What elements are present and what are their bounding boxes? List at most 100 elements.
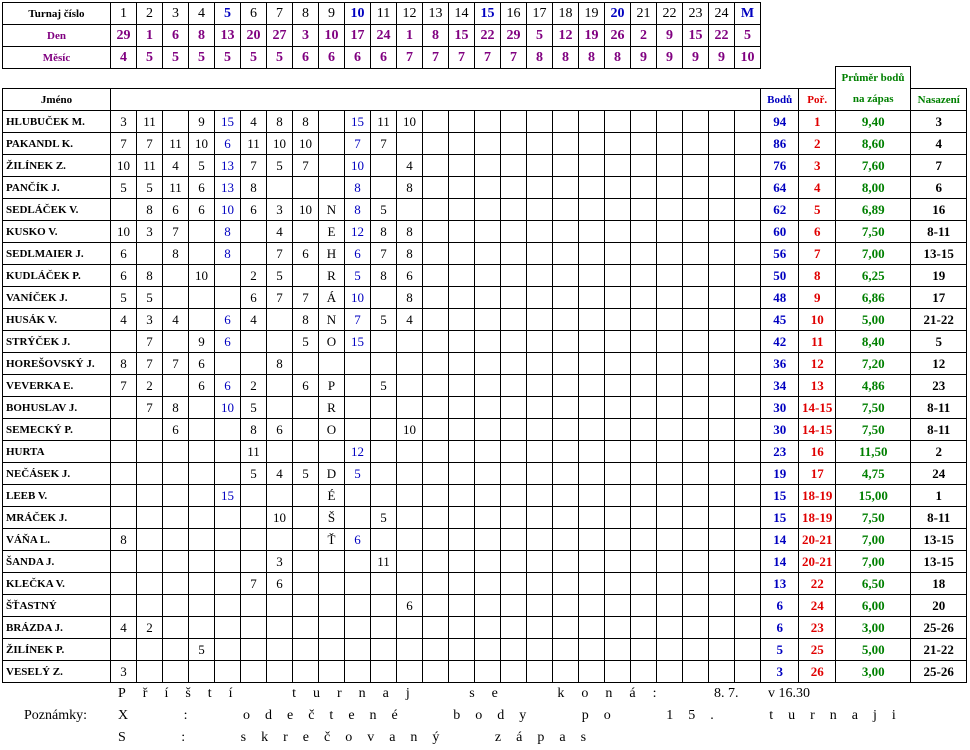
- score-cell: [500, 462, 527, 485]
- score-cell: [110, 440, 137, 463]
- player-name: VANÍČEK J.: [2, 286, 111, 309]
- score-cell: [266, 484, 293, 507]
- seed: 16: [910, 198, 968, 221]
- score-cell: [630, 418, 657, 441]
- seed: 24: [910, 462, 968, 485]
- average: 7,50: [835, 418, 912, 441]
- score-cell: [708, 616, 735, 639]
- score-cell: 8: [344, 198, 371, 221]
- score-cell: [474, 110, 501, 133]
- score-cell: [162, 330, 189, 353]
- player-name: PAKANDL K.: [2, 132, 111, 155]
- score-cell: [526, 506, 553, 529]
- rank: 20-21: [798, 550, 837, 573]
- score-cell: [630, 594, 657, 617]
- score-cell: 5: [370, 198, 397, 221]
- score-cell: [500, 374, 527, 397]
- score-cell: P: [318, 374, 345, 397]
- next-label: Příští turnaj se koná:: [118, 686, 674, 701]
- points: 50: [760, 264, 800, 287]
- score-cell: [240, 550, 267, 573]
- score-cell: [370, 528, 397, 551]
- score-cell: [526, 132, 553, 155]
- seed: 3: [910, 110, 968, 133]
- header-cell: M: [734, 2, 761, 25]
- score-cell: 8: [162, 242, 189, 265]
- score-cell: [162, 440, 189, 463]
- average: 9,40: [835, 110, 912, 133]
- score-cell: [578, 198, 605, 221]
- score-cell: 8: [370, 220, 397, 243]
- note: X : odečtené body po 15. turnaji: [118, 708, 911, 723]
- header-cell: 8: [292, 2, 319, 25]
- header-cell: 21: [630, 2, 657, 25]
- header-cell: 19: [578, 2, 605, 25]
- score-cell: [604, 176, 631, 199]
- score-cell: [656, 550, 683, 573]
- score-cell: 6: [214, 374, 241, 397]
- score-cell: [162, 484, 189, 507]
- rank: 8: [798, 264, 837, 287]
- score-cell: H: [318, 242, 345, 265]
- score-cell: [214, 660, 241, 683]
- score-cell: [292, 176, 319, 199]
- score-cell: [682, 198, 709, 221]
- score-cell: [214, 572, 241, 595]
- score-cell: [370, 440, 397, 463]
- score-cell: Á: [318, 286, 345, 309]
- score-cell: [188, 550, 215, 573]
- score-cell: [552, 484, 579, 507]
- score-cell: [240, 506, 267, 529]
- score-cell: [733, 374, 762, 397]
- score-cell: 5: [292, 330, 319, 353]
- score-cell: [500, 132, 527, 155]
- score-cell: [656, 616, 683, 639]
- score-cell: [396, 638, 423, 661]
- score-cell: [733, 418, 762, 441]
- score-cell: [136, 528, 163, 551]
- score-cell: [422, 242, 449, 265]
- points: 14: [760, 550, 800, 573]
- score-cell: [578, 462, 605, 485]
- score-cell: [682, 418, 709, 441]
- score-cell: [733, 462, 762, 485]
- score-cell: [656, 352, 683, 375]
- header-cell: 5: [136, 46, 163, 69]
- score-cell: [682, 528, 709, 551]
- player-row: SEMECKÝ P. 6 8 6 O 10 30 14-15 7,50 8-11: [2, 418, 968, 441]
- score-cell: [733, 440, 762, 463]
- score-cell: [370, 484, 397, 507]
- score-cell: [500, 484, 527, 507]
- score-cell: 2: [136, 374, 163, 397]
- score-cell: [526, 242, 553, 265]
- score-cell: 6: [188, 374, 215, 397]
- score-cell: [604, 550, 631, 573]
- player-name: KUSKO V.: [2, 220, 111, 243]
- average: 15,00: [835, 484, 912, 507]
- score-cell: [526, 330, 553, 353]
- score-cell: [578, 374, 605, 397]
- points-header: Bodů: [760, 88, 800, 111]
- score-cell: [188, 572, 215, 595]
- score-cell: [214, 264, 241, 287]
- score-cell: 6: [396, 264, 423, 287]
- score-cell: [578, 110, 605, 133]
- score-cell: [162, 374, 189, 397]
- score-cell: 8: [162, 396, 189, 419]
- score-cell: [162, 572, 189, 595]
- score-cell: 2: [240, 374, 267, 397]
- seed: 2: [910, 440, 968, 463]
- score-cell: 8: [110, 352, 137, 375]
- score-cell: 5: [370, 308, 397, 331]
- score-cell: 11: [162, 176, 189, 199]
- header-cell: 22: [474, 24, 501, 47]
- score-cell: [708, 242, 735, 265]
- score-cell: [656, 220, 683, 243]
- points: 5: [760, 638, 800, 661]
- score-cell: 10: [292, 132, 319, 155]
- score-cell: [578, 286, 605, 309]
- header-cell: 9: [630, 46, 657, 69]
- score-cell: [240, 638, 267, 661]
- score-cell: [708, 594, 735, 617]
- header-cell: 5: [266, 46, 293, 69]
